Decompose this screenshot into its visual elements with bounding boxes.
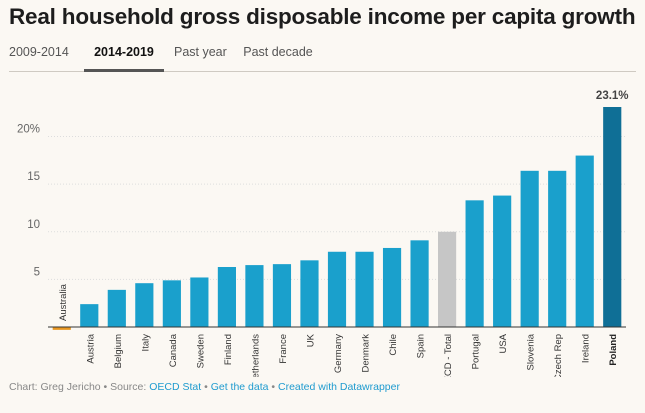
- x-category-label: OECD - Total: [443, 334, 454, 377]
- bar: [300, 260, 319, 327]
- bar: [327, 251, 347, 327]
- bar: [603, 107, 622, 327]
- x-category-label: Portugal: [471, 334, 482, 369]
- x-category-label: Czech Rep: [553, 334, 564, 377]
- bar: [575, 155, 594, 327]
- bar: [355, 251, 374, 327]
- bar: [382, 247, 402, 327]
- bar: [438, 231, 457, 327]
- bar-chart: 5 10 15 20% Australia Austria Belgium Italy Cana…: [17, 90, 629, 377]
- x-category-label: USA: [498, 333, 509, 353]
- bar: [245, 265, 264, 327]
- x-category-label: Poland: [608, 334, 619, 366]
- bar: [52, 327, 71, 330]
- x-category-label: Austria: [85, 333, 96, 363]
- x-category-label: Finland: [223, 334, 234, 365]
- bar: [272, 264, 292, 327]
- y-tick-label: 10: [27, 219, 40, 231]
- tab-2014-2019[interactable]: 2014-2019: [84, 45, 164, 72]
- bar: [465, 200, 484, 327]
- x-category-label: Netherlands: [250, 334, 261, 377]
- tab-2009-2014[interactable]: 2009-2014: [9, 45, 77, 67]
- tab-label: Past year: [174, 45, 227, 59]
- chart-footer: Chart: Greg Jericho • Source: OECD Stat …: [9, 381, 400, 393]
- tab-past-decade[interactable]: Past decade: [243, 45, 313, 67]
- tab-label: 2014-2019: [94, 45, 154, 59]
- bar: [520, 170, 539, 327]
- x-category-label: Canada: [168, 333, 179, 367]
- chart-title: Real household gross disposable income p…: [9, 4, 636, 29]
- y-tick-label: 5: [34, 266, 40, 278]
- footer-separator: •: [201, 381, 211, 393]
- bar: [135, 283, 154, 327]
- period-tabs: 2009-2014 2014-2019 Past year Past decad…: [9, 43, 636, 72]
- bar: [162, 280, 181, 327]
- y-tick-label: 20%: [17, 124, 40, 136]
- data-label: 23.1%: [596, 90, 629, 102]
- bar: [410, 240, 429, 327]
- x-category-label: Belgium: [113, 334, 124, 368]
- x-category-label: France: [278, 334, 289, 364]
- x-category-label: Sweden: [195, 334, 206, 368]
- footer-separator: •: [268, 381, 278, 393]
- source-link[interactable]: OECD Stat: [149, 381, 202, 393]
- bar: [190, 277, 209, 327]
- x-category-label: Chile: [388, 334, 399, 356]
- bar: [217, 267, 236, 327]
- active-tab-indicator: [84, 69, 164, 72]
- tab-past-year[interactable]: Past year: [174, 45, 227, 67]
- x-category-label: Ireland: [581, 334, 592, 363]
- x-category-label: Denmark: [361, 334, 372, 373]
- x-category-label: Slovenia: [526, 333, 537, 370]
- tab-label: Past decade: [243, 45, 313, 59]
- footer-credit: Chart: Greg Jericho • Source:: [9, 381, 150, 393]
- bar: [548, 170, 567, 327]
- get-data-link[interactable]: Get the data: [210, 381, 269, 393]
- x-category-label: Germany: [333, 334, 344, 373]
- bar: [80, 304, 99, 327]
- y-tick-label: 15: [27, 171, 40, 183]
- tab-label: 2009-2014: [9, 45, 69, 59]
- bar: [493, 195, 512, 327]
- datawrapper-link[interactable]: Created with Datawrapper: [278, 381, 400, 393]
- x-category-label: Australia: [58, 283, 69, 321]
- x-category-label: Italy: [140, 334, 151, 352]
- x-category-label: UK: [305, 333, 316, 347]
- x-category-label: Spain: [416, 334, 427, 358]
- bar: [107, 289, 126, 327]
